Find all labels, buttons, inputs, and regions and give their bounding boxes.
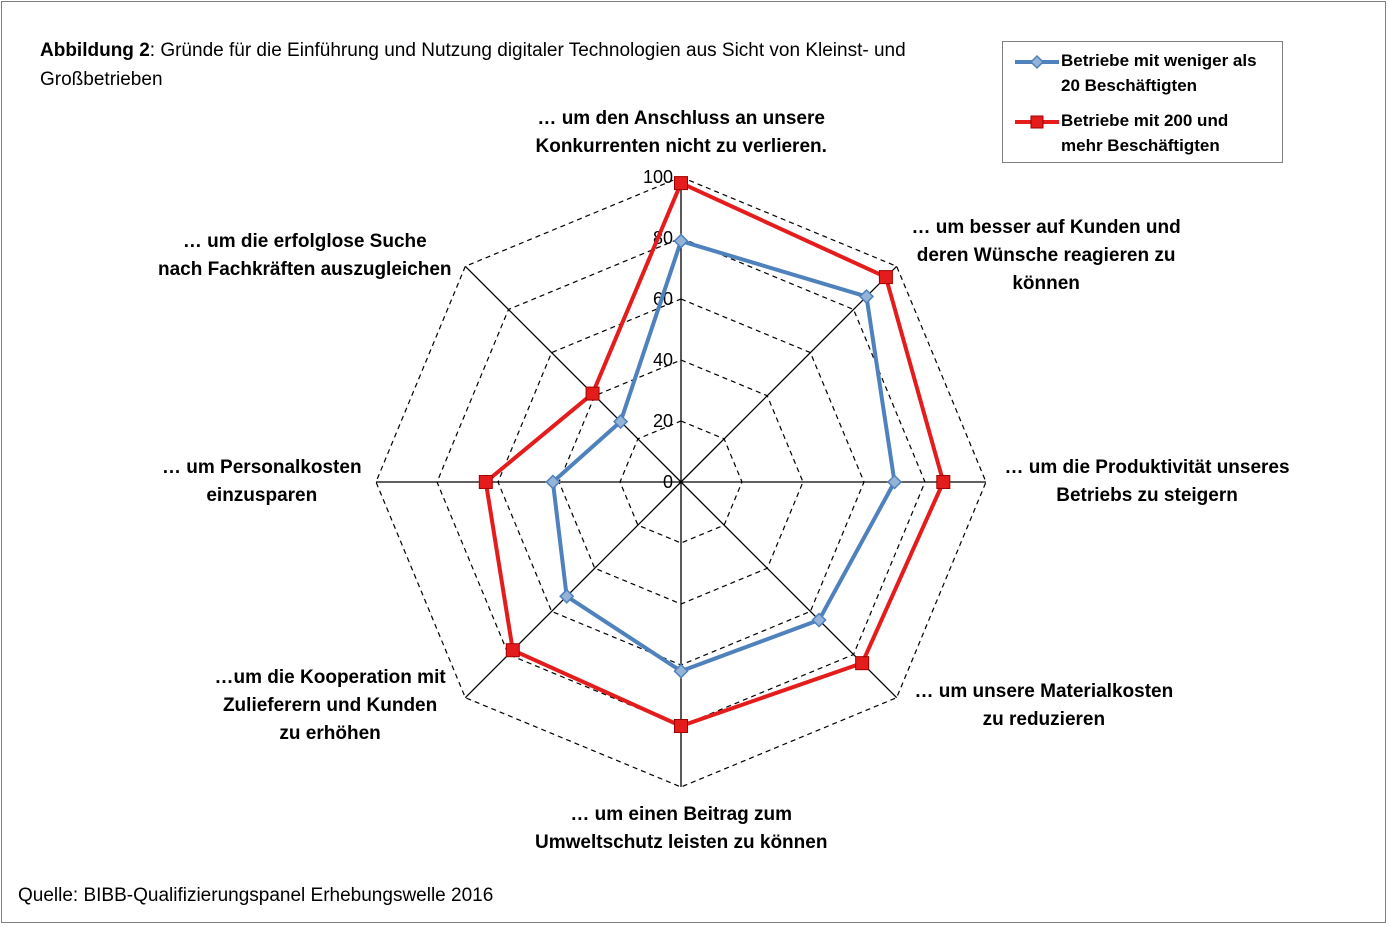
category-label-7-line-0: … um die erfolglose Suche <box>182 231 427 252</box>
category-label-4: … um einen Beitrag zum Umweltschutz leist… <box>535 801 827 857</box>
category-label-1: … um besser auf Kunden und deren Wünsche … <box>912 214 1181 298</box>
tick-label-0: 0 <box>663 472 673 492</box>
category-label-3: … um unsere Materialkosten zu reduzieren <box>915 678 1174 734</box>
legend-label-small-line1: Betriebe mit weniger als <box>1061 51 1257 70</box>
series-0-point-7 <box>613 414 629 430</box>
category-label-5: …um die Kooperation mit Zulieferern und K… <box>215 664 446 748</box>
category-label-6-line-0: … um Personalkosten <box>162 457 362 478</box>
tick-label-100: 100 <box>643 167 673 187</box>
series-1-point-4 <box>674 719 688 733</box>
category-label-0-line-0: … um den Anschluss an unsere <box>537 108 825 129</box>
series-0-point-6 <box>545 474 561 490</box>
category-label-5-line-0: …um die Kooperation mit <box>214 667 446 688</box>
chart-title: Abbildung 2: Gründe für die Einführung u… <box>40 36 920 94</box>
legend-label-large-line2: mehr Beschäftigten <box>1061 136 1220 155</box>
category-label-5-line-1: Zulieferern und Kunden <box>222 695 438 716</box>
source-note: Quelle: BIBB-Qualifizierungspanel Erhebu… <box>18 885 494 906</box>
category-label-7-line-1: nach Fachkräften auszugleichen <box>158 259 452 280</box>
category-label-2: … um die Produktivität unseres Betriebs z… <box>1005 454 1290 510</box>
legend-swatch-small <box>1015 54 1059 70</box>
series-1-point-1 <box>878 270 893 285</box>
category-label-1-line-0: … um besser auf Kunden und <box>911 217 1181 238</box>
category-label-4-line-1: Umweltschutz leisten zu können <box>535 832 828 853</box>
series-0-point-2 <box>886 474 903 490</box>
series-line-1 <box>483 181 946 728</box>
grid-ring-4 <box>436 237 926 727</box>
series-1-point-3 <box>855 656 870 671</box>
series-0-point-3 <box>811 612 827 628</box>
category-label-3-line-1: zu reduzieren <box>982 709 1106 730</box>
series-1-point-0 <box>674 176 688 191</box>
series-1-point-7 <box>585 386 600 401</box>
category-label-3-line-0: … um unsere Materialkosten <box>914 681 1174 702</box>
series-1-point-2 <box>936 475 951 489</box>
series-1-point-5 <box>505 643 520 658</box>
legend-swatch-large <box>1015 115 1059 129</box>
series-0-point-5 <box>559 588 575 604</box>
category-label-4-line-0: … um einen Beitrag zum <box>570 804 793 825</box>
category-label-6-line-1: einzusparen <box>206 485 318 506</box>
axis-spoke-5 <box>464 481 682 699</box>
legend-label-small-line2: 20 Beschäftigten <box>1061 76 1198 95</box>
series-0-point-1 <box>858 288 875 305</box>
category-label-1-line-1: deren Wünsche reagieren zu <box>916 245 1176 266</box>
category-label-7: … um die erfolglose Suche nach Fachkräfte… <box>158 228 452 284</box>
category-label-2-line-1: Betriebs zu steigern <box>1056 485 1238 506</box>
axis-spoke-1 <box>680 265 898 483</box>
legend-label-large-line1: Betriebe mit 200 und <box>1061 111 1229 130</box>
series-1-point-6 <box>478 475 493 489</box>
category-label-2-line-0: … um die Produktivität unseres <box>1004 457 1290 478</box>
category-label-0: … um den Anschluss an unsere Konkurrenten… <box>536 105 827 161</box>
legend: Betriebe mit weniger als 20 Beschäftigte… <box>1002 41 1283 163</box>
series-0-point-0 <box>673 233 689 249</box>
axis-spoke-7 <box>464 265 682 483</box>
category-label-0-line-1: Konkurrenten nicht zu verlieren. <box>535 136 827 157</box>
chart-title-bold: Abbildung 2 <box>40 40 150 61</box>
tick-label-20: 20 <box>653 411 673 431</box>
category-label-1-line-2: können <box>1012 273 1080 294</box>
category-label-6: … um Personalkosten einzusparen <box>162 454 362 510</box>
series-0-point-4 <box>673 663 689 679</box>
category-label-5-line-2: zu erhöhen <box>279 723 381 744</box>
tick-label-40: 40 <box>653 350 673 370</box>
chart-title-rest: : Gründe für die Einführung und Nutzung … <box>40 40 906 90</box>
